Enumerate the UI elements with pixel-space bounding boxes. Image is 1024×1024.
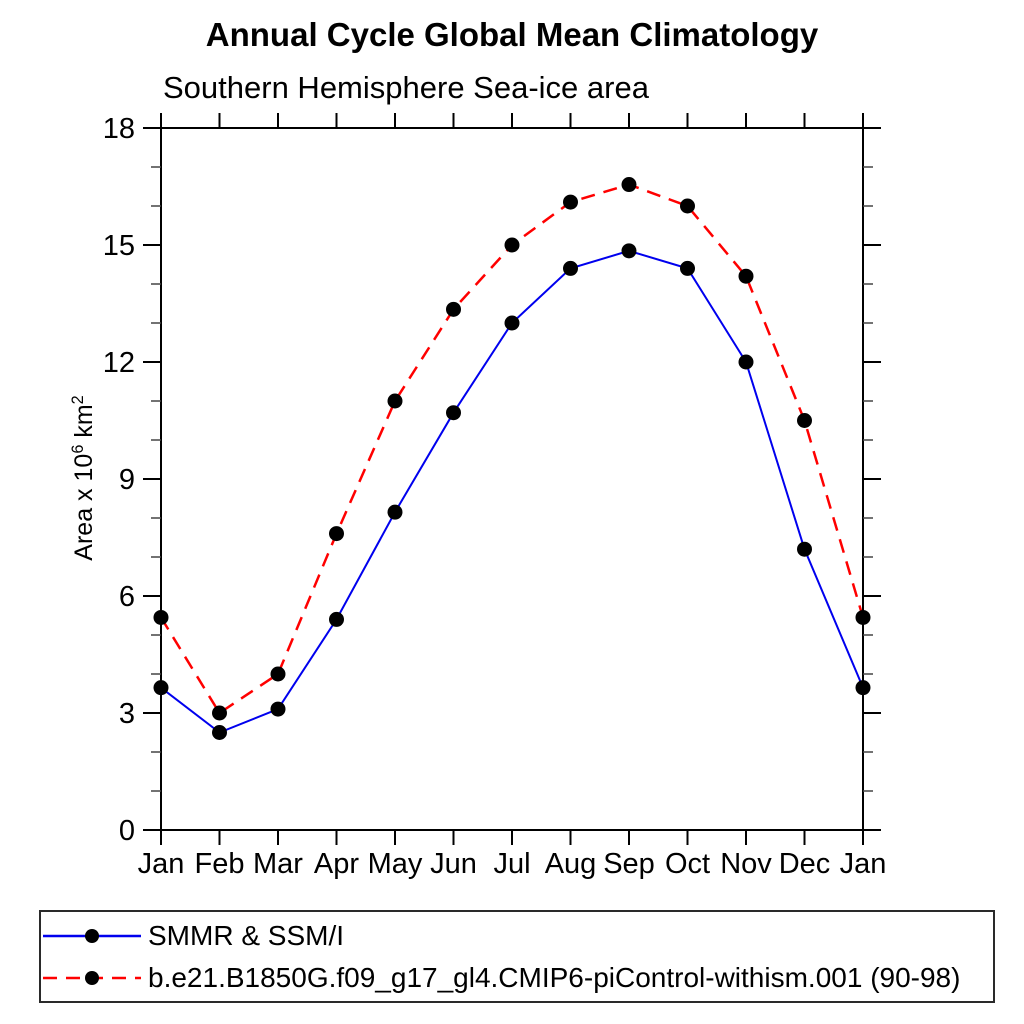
y-tick-label: 12: [103, 347, 135, 379]
x-tick-label: May: [368, 848, 423, 880]
x-tick-label: Jan: [138, 848, 185, 880]
x-tick-label: Apr: [314, 848, 359, 880]
data-point-marker: [504, 315, 520, 331]
data-point-marker: [797, 541, 812, 557]
data-point-marker: [738, 354, 754, 370]
data-point-marker: [153, 680, 169, 696]
y-tick-label: 15: [103, 230, 135, 262]
y-tick-label: 3: [119, 698, 135, 730]
x-tick-label: Jul: [493, 848, 530, 880]
y-axis-title-units: km: [70, 404, 99, 445]
data-point-marker: [855, 609, 871, 625]
y-axis-title-superscript: 6: [68, 444, 87, 454]
data-point-marker: [680, 198, 695, 214]
data-point-marker: [329, 526, 344, 542]
x-tick-label: Feb: [195, 848, 245, 880]
data-point-marker: [212, 725, 227, 740]
chart-subtitle: Southern Hemisphere Sea-ice area: [163, 70, 649, 105]
data-point-marker: [621, 243, 637, 259]
data-point-marker: [153, 609, 169, 625]
data-point-marker: [270, 701, 286, 717]
data-point-marker: [387, 393, 403, 409]
y-axis-title: Area x 106 km2: [69, 395, 99, 560]
x-tick-label: Mar: [253, 848, 303, 880]
data-point-marker: [855, 680, 871, 696]
x-tick-label: Sep: [603, 848, 655, 880]
x-tick-label: Aug: [545, 848, 597, 880]
x-tick-label: Oct: [665, 848, 710, 880]
x-tick-label: Jun: [430, 848, 477, 880]
chart-title: Annual Cycle Global Mean Climatology: [205, 16, 819, 53]
x-tick-label: Dec: [779, 848, 831, 880]
data-point-marker: [329, 611, 344, 627]
x-tick-label: Nov: [720, 848, 772, 880]
y-tick-label: 9: [119, 464, 135, 496]
data-point-marker: [504, 237, 520, 253]
data-point-marker: [680, 260, 695, 276]
plot-frame: [160, 127, 864, 831]
data-point-marker: [387, 504, 403, 520]
x-tick-label: Jan: [840, 848, 887, 880]
data-point-marker: [621, 177, 637, 193]
legend-label-observations: SMMR & SSM/I: [148, 920, 345, 951]
y-tick-label: 6: [119, 581, 135, 613]
data-point-marker: [446, 301, 461, 317]
data-point-marker: [738, 268, 754, 284]
legend-marker-observations: [85, 929, 99, 943]
data-point-marker: [212, 705, 227, 721]
data-point-marker: [270, 666, 286, 682]
y-axis-title-text: Area x 10: [70, 453, 99, 561]
data-point-marker: [563, 260, 578, 276]
legend-box: [39, 910, 995, 1003]
legend-label-model: b.e21.B1850G.f09_g17_gl4.CMIP6-piControl…: [148, 962, 961, 993]
data-point-marker: [563, 194, 578, 210]
series-line-model: [159, 183, 865, 715]
legend-marker-model: [85, 971, 99, 985]
y-axis-title-units-superscript: 2: [68, 395, 87, 405]
y-tick-label: 0: [119, 815, 135, 847]
y-tick-label: 18: [103, 113, 135, 145]
data-point-marker: [446, 405, 461, 421]
data-point-marker: [797, 413, 812, 428]
